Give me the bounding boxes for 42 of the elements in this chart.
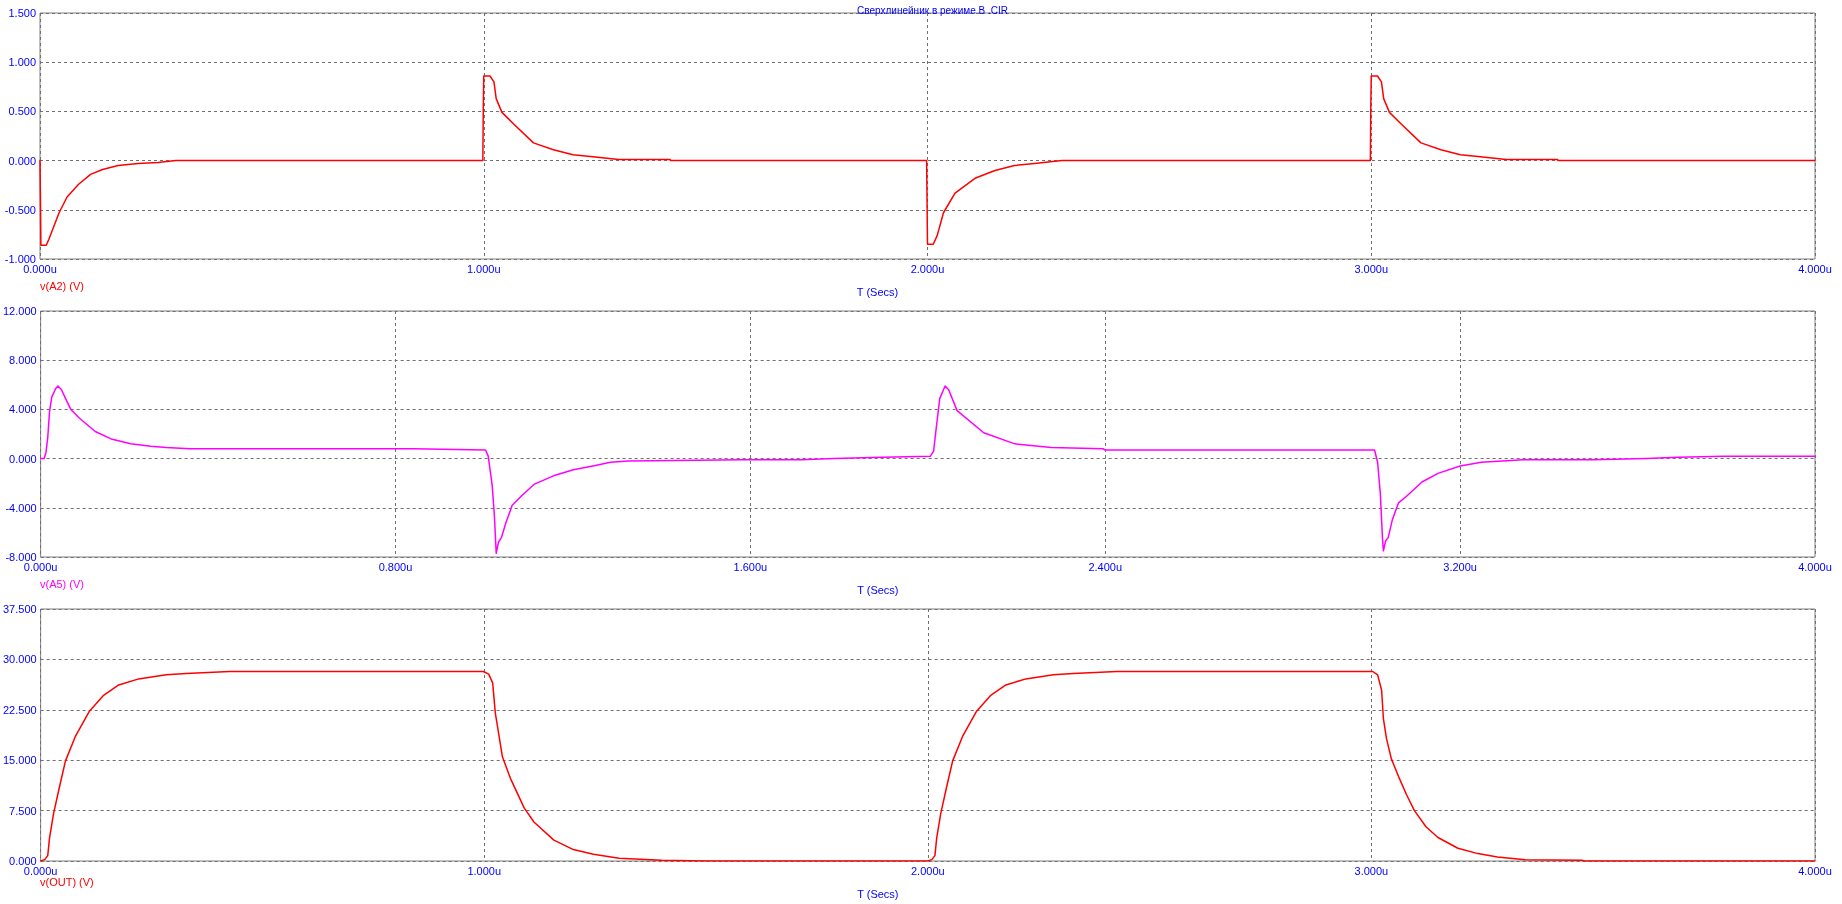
y-tick-label: 0.000 [8, 154, 36, 167]
y-tick-label: -1.000 [4, 253, 36, 265]
y-tick-label: 37.500 [2, 603, 37, 615]
x-tick-label: 2.400u [1088, 560, 1123, 573]
x-axis-title: T (Secs) [856, 285, 899, 298]
y-tick-label: 12.000 [2, 305, 37, 317]
y-tick-label: 15.000 [2, 754, 37, 767]
text: v(A5) (V) [40, 577, 84, 590]
text: v(A2) (V) [40, 279, 84, 292]
x-tick-label: 4.000u [1798, 560, 1832, 573]
series-label: v(OUT) (V) [40, 875, 94, 888]
y-tick-label: 0.500 [8, 105, 36, 118]
x-tick-label: 2.000u [910, 864, 945, 877]
x-tick-label: 2.000u [910, 262, 945, 275]
chart-title: Сверхлинейник в режиме B .CIR [857, 4, 1008, 16]
y-tick-label: 0.000 [9, 855, 37, 867]
x-tick-label: 0.000u [23, 864, 58, 877]
x-tick-label: 1.000u [467, 864, 502, 877]
y-tick-label: 1.500 [8, 7, 36, 19]
x-axis-title: T (Secs) [857, 887, 899, 900]
y-tick-label: 8.000 [9, 354, 37, 367]
y-tick-label: 7.500 [9, 804, 37, 817]
x-tick-label: 3.000u [1354, 864, 1389, 877]
y-tick-label: -8.000 [5, 551, 37, 563]
x-tick-label: 4.000u [1798, 864, 1832, 877]
line-series [39, 75, 1816, 246]
x-tick-label: 3.200u [1443, 560, 1477, 573]
x-tick-label: 3.000u [1354, 262, 1389, 275]
y-tick-label: 4.000 [9, 403, 37, 416]
x-tick-label: 0.000u [23, 262, 57, 275]
x-tick-label: 0.000u [23, 560, 58, 573]
y-tick-label: 22.500 [2, 703, 37, 716]
y-tick-label: -0.500 [4, 203, 36, 216]
x-tick-label: 1.000u [466, 262, 501, 275]
y-tick-label: 0.000 [9, 452, 37, 465]
x-axis-title: T (Secs) [857, 583, 899, 596]
x-tick-label: 4.000u [1798, 262, 1832, 275]
y-tick-label: -4.000 [5, 501, 37, 514]
y-tick-label: 30.000 [2, 653, 37, 666]
x-tick-label: 1.600u [733, 560, 768, 573]
x-tick-label: 0.800u [378, 560, 413, 573]
y-tick-label: 1.000 [8, 56, 36, 69]
